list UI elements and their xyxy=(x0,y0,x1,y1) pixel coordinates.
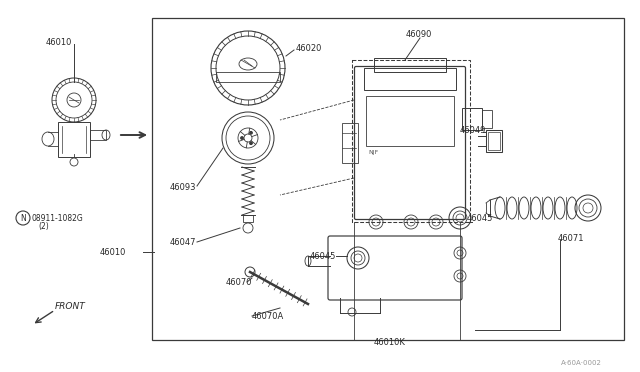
Bar xyxy=(374,58,446,72)
Text: FRONT: FRONT xyxy=(55,302,86,311)
Bar xyxy=(342,123,358,163)
Circle shape xyxy=(250,142,252,144)
Bar xyxy=(488,132,500,150)
Text: 46071: 46071 xyxy=(558,234,584,243)
Text: NJF: NJF xyxy=(368,150,378,155)
Text: 08911-1082G: 08911-1082G xyxy=(32,214,84,223)
Circle shape xyxy=(250,132,252,134)
Bar xyxy=(216,72,280,82)
Text: 46090: 46090 xyxy=(406,30,433,39)
Text: 46070: 46070 xyxy=(226,278,253,287)
Text: 46049: 46049 xyxy=(460,126,486,135)
Bar xyxy=(486,130,502,152)
Circle shape xyxy=(241,137,243,139)
Text: 46020: 46020 xyxy=(296,44,323,53)
Text: N: N xyxy=(20,214,26,222)
Text: 46045: 46045 xyxy=(310,252,336,261)
Text: 46010K: 46010K xyxy=(374,338,406,347)
Bar xyxy=(462,108,482,130)
Bar xyxy=(90,130,106,140)
Text: 46045: 46045 xyxy=(467,214,493,223)
Text: 46010: 46010 xyxy=(46,38,72,47)
Text: (2): (2) xyxy=(38,222,49,231)
Text: A·60A·0002: A·60A·0002 xyxy=(561,360,602,366)
Bar xyxy=(366,96,454,146)
Text: 46047: 46047 xyxy=(170,238,196,247)
Bar xyxy=(243,215,253,222)
Text: 46070A: 46070A xyxy=(252,312,284,321)
Bar xyxy=(352,60,470,222)
Bar xyxy=(364,68,456,90)
Text: 46010: 46010 xyxy=(100,248,126,257)
Bar xyxy=(482,110,492,128)
Bar xyxy=(152,18,624,340)
Text: 46093: 46093 xyxy=(170,183,196,192)
Bar xyxy=(58,122,90,157)
